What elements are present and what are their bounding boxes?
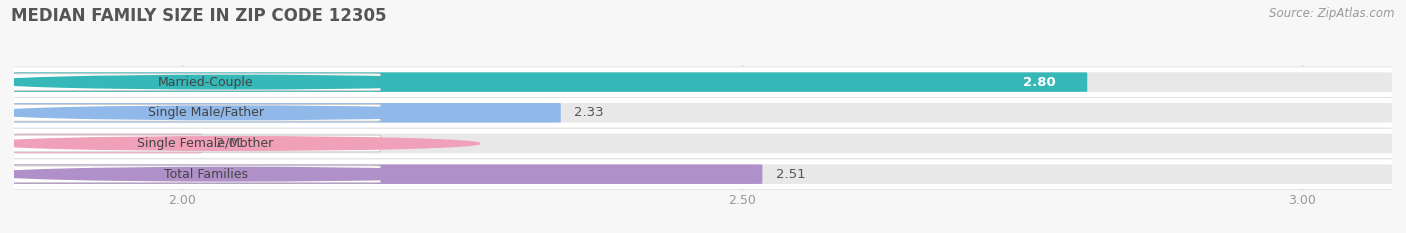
- Text: Single Female/Mother: Single Female/Mother: [138, 137, 274, 150]
- Text: MEDIAN FAMILY SIZE IN ZIP CODE 12305: MEDIAN FAMILY SIZE IN ZIP CODE 12305: [11, 7, 387, 25]
- Text: Total Families: Total Families: [163, 168, 247, 181]
- FancyBboxPatch shape: [14, 72, 1392, 92]
- FancyBboxPatch shape: [0, 128, 1406, 159]
- Text: 2.80: 2.80: [1024, 76, 1056, 89]
- FancyBboxPatch shape: [14, 164, 1392, 184]
- FancyBboxPatch shape: [0, 74, 381, 91]
- FancyBboxPatch shape: [14, 103, 1392, 123]
- FancyBboxPatch shape: [11, 164, 762, 184]
- FancyBboxPatch shape: [11, 134, 202, 153]
- Circle shape: [0, 75, 479, 89]
- Circle shape: [0, 106, 479, 120]
- Text: Married-Couple: Married-Couple: [157, 76, 253, 89]
- Text: Single Male/Father: Single Male/Father: [148, 106, 263, 119]
- FancyBboxPatch shape: [11, 103, 561, 123]
- FancyBboxPatch shape: [0, 135, 381, 152]
- Text: 2.01: 2.01: [215, 137, 245, 150]
- FancyBboxPatch shape: [0, 67, 1406, 97]
- FancyBboxPatch shape: [0, 104, 381, 121]
- FancyBboxPatch shape: [0, 166, 381, 183]
- Text: 2.33: 2.33: [574, 106, 603, 119]
- FancyBboxPatch shape: [14, 134, 1392, 153]
- Circle shape: [0, 167, 479, 181]
- FancyBboxPatch shape: [0, 98, 1406, 128]
- Circle shape: [0, 137, 479, 150]
- FancyBboxPatch shape: [0, 159, 1406, 189]
- FancyBboxPatch shape: [11, 72, 1087, 92]
- Text: Source: ZipAtlas.com: Source: ZipAtlas.com: [1270, 7, 1395, 20]
- Text: 2.51: 2.51: [776, 168, 806, 181]
